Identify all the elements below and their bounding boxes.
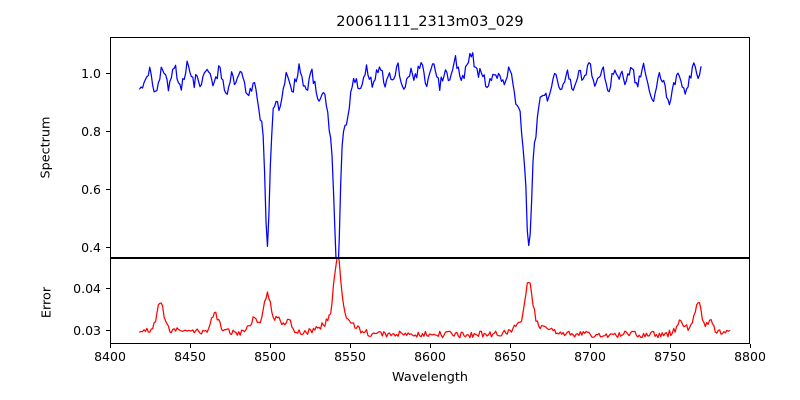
tick-x-8400: [110, 344, 112, 348]
ticklabel-x-8450: 8450: [174, 349, 206, 364]
ticklabel-spectrum-1.0: 1.0: [81, 66, 101, 81]
ticklabel-x-8750: 8750: [654, 349, 686, 364]
spectrum-axis-label: Spectrum: [38, 116, 54, 179]
tick-spectrum-0.6: [106, 189, 110, 191]
tick-x-8550: [350, 344, 352, 348]
error-line: [139, 259, 731, 339]
figure-title-text: 20061111_2313m03_029: [336, 14, 524, 30]
ticklabel-spectrum-0.4: 0.4: [81, 240, 101, 255]
spectrum-line: [139, 52, 702, 257]
figure-title: 20061111_2313m03_029: [0, 14, 800, 30]
tick-spectrum-0.4: [106, 247, 110, 249]
tick-x-8750: [670, 344, 672, 348]
tick-x-8500: [270, 344, 272, 348]
tick-x-8600: [430, 344, 432, 348]
ticklabel-x-8700: 8700: [574, 349, 606, 364]
tick-x-8700: [590, 344, 592, 348]
tick-spectrum-1.0: [106, 73, 110, 75]
spectrum-plot-area: [139, 52, 702, 257]
ticklabel-x-8800: 8800: [734, 349, 766, 364]
ticklabel-spectrum-0.8: 0.8: [81, 124, 101, 139]
tick-x-8800: [750, 344, 752, 348]
ticklabel-x-8550: 8550: [334, 349, 366, 364]
error-plot-area: [139, 259, 731, 339]
tick-error-0.03: [106, 330, 110, 332]
x-axis-label-text: Wavelength: [392, 370, 468, 385]
error-axes: [110, 258, 750, 344]
error-axis-label: Error: [39, 286, 55, 319]
x-axis-label: Wavelength: [0, 370, 800, 385]
spectrum-axes: [110, 37, 750, 258]
ticklabel-x-8400: 8400: [94, 349, 126, 364]
ticklabel-x-8600: 8600: [414, 349, 446, 364]
ticklabel-spectrum-0.6: 0.6: [81, 182, 101, 197]
ticklabel-x-8650: 8650: [494, 349, 526, 364]
ticklabel-x-8500: 8500: [254, 349, 286, 364]
tick-spectrum-0.8: [106, 131, 110, 133]
tick-x-8450: [190, 344, 192, 348]
ticklabel-error-0.04: 0.04: [73, 281, 101, 296]
tick-error-0.04: [106, 288, 110, 290]
ticklabel-error-0.03: 0.03: [73, 323, 101, 338]
tick-x-8650: [510, 344, 512, 348]
